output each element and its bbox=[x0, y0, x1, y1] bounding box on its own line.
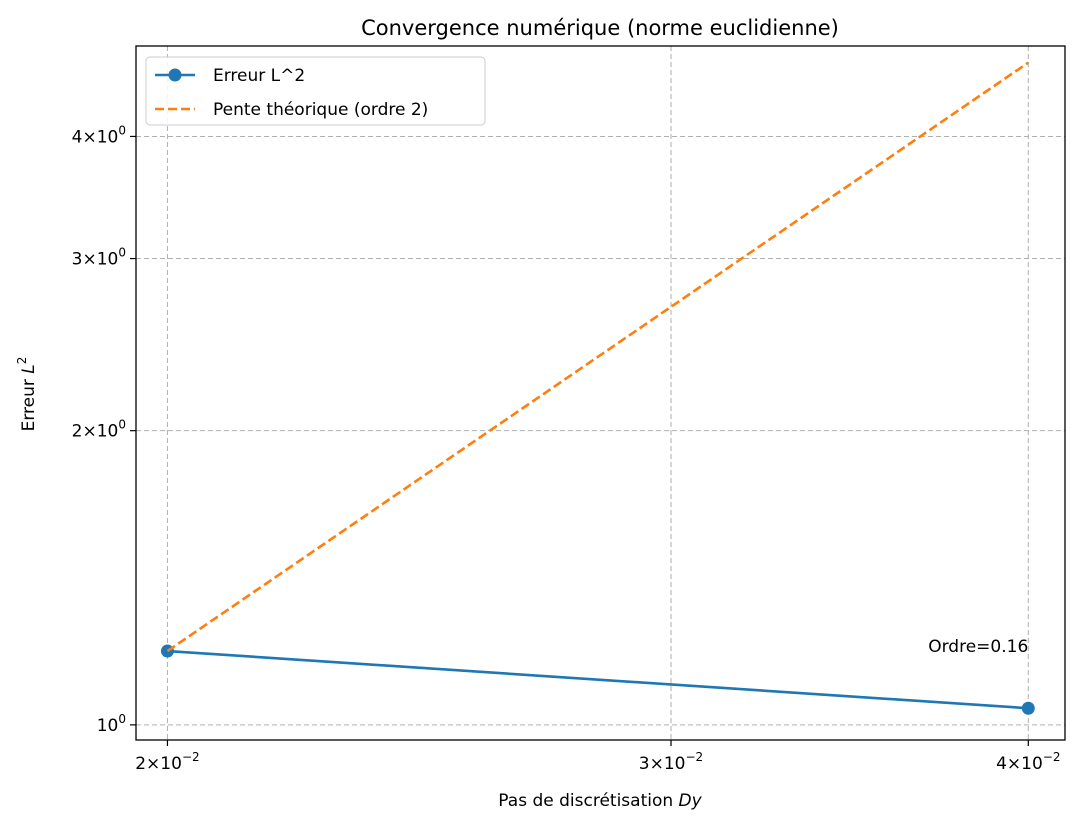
y-tick-label: 2×100 bbox=[72, 418, 126, 442]
axis-ticks: 2×10−2 3×10−2 4×10−2 100 2×100 3×100 4×100 bbox=[72, 123, 1061, 774]
legend-label-1: Erreur L^2 bbox=[213, 66, 305, 86]
series-line-1 bbox=[167, 649, 1029, 710]
series-line-2 bbox=[166, 61, 1030, 653]
plot-series bbox=[160, 61, 1035, 715]
y-tick-label: 4×100 bbox=[72, 123, 126, 147]
x-axis-label: Pas de discrétisation Dy bbox=[498, 791, 702, 811]
series-marker-1 bbox=[1021, 701, 1035, 715]
x-tick-label: 2×10−2 bbox=[135, 750, 199, 774]
y-tick-label: 3×100 bbox=[72, 246, 126, 270]
plot-frame bbox=[135, 45, 1066, 741]
chart-title: Convergence numérique (norme euclidienne… bbox=[361, 16, 839, 40]
y-tick-label: 100 bbox=[97, 712, 126, 736]
x-tick-label: 3×10−2 bbox=[639, 750, 703, 774]
legend-label-2: Pente théorique (ordre 2) bbox=[213, 100, 428, 120]
annotations: Ordre=0.16 bbox=[928, 637, 1028, 657]
x-tick-label: 4×10−2 bbox=[996, 750, 1060, 774]
annotation-label: Ordre=0.16 bbox=[928, 637, 1028, 657]
y-axis-label: Erreur L2 bbox=[15, 357, 39, 432]
legend: Erreur L^2 Pente théorique (ordre 2) bbox=[145, 56, 486, 126]
legend-marker-1 bbox=[168, 68, 182, 82]
legend-box bbox=[145, 56, 486, 126]
grid bbox=[136, 46, 1065, 740]
